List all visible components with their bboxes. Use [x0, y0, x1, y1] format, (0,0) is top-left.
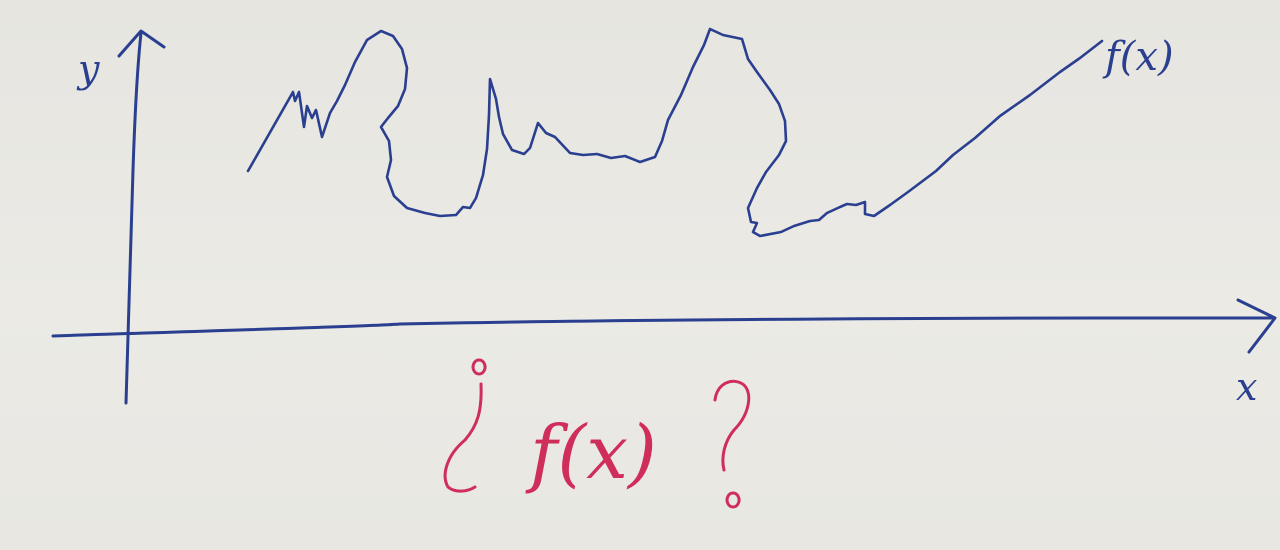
- closing-question-mark: ?: [0, 0, 751, 509]
- y-axis: y: [76, 29, 166, 405]
- inverted-question-mark-dot: [471, 358, 487, 376]
- function-curve: [246, 27, 1104, 238]
- x-axis-line: [51, 316, 1274, 338]
- function-curve-label: f(x): [1102, 34, 1174, 80]
- question-open-mark-text: ¿: [0, 0, 1, 1]
- question-expression: f(x): [525, 410, 657, 496]
- closing-question-mark-hook: [713, 379, 751, 472]
- y-axis-label: y: [76, 47, 100, 91]
- x-axis: x: [51, 298, 1277, 409]
- question-close-mark-text: ?: [0, 0, 1, 1]
- inverted-question-mark: ¿: [0, 0, 487, 493]
- y-axis-line: [124, 31, 143, 405]
- question: ¿ f(x) ?: [0, 0, 751, 509]
- x-axis-arrowhead: [1236, 298, 1277, 354]
- inverted-question-mark-hook: [443, 382, 483, 493]
- y-axis-arrowhead: [117, 29, 166, 58]
- x-axis-label: x: [1236, 365, 1257, 409]
- closing-question-mark-dot: [725, 491, 741, 509]
